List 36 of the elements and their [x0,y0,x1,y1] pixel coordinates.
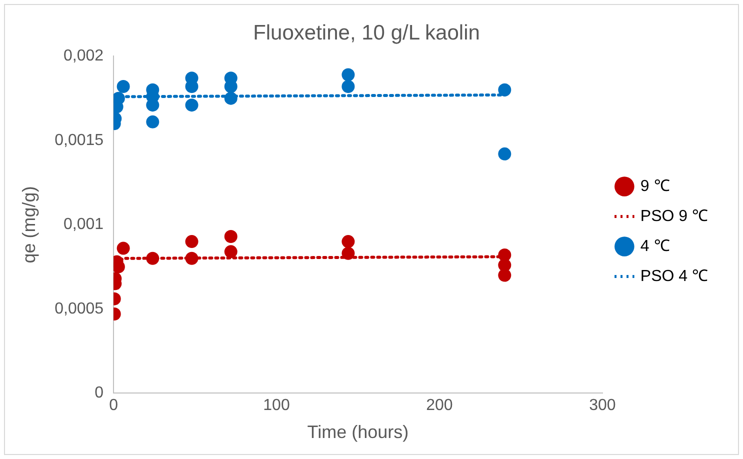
point [224,230,238,243]
point [146,98,160,112]
y-tick-label: 0,0005 [54,300,104,318]
y-tick-label: 0,001 [63,216,104,234]
x-tick-label: 100 [263,397,290,414]
point [224,245,238,258]
point [342,246,355,260]
y-tick-label: 0,0015 [54,132,104,149]
chart-title: Fluoxetine, 10 g/L kaolin [253,21,480,44]
point [224,92,238,105]
point [185,80,198,94]
point [146,252,160,265]
point [498,83,512,96]
x-tick-label: 300 [589,397,616,414]
x-axis-title: Time (hours) [307,422,409,442]
point [342,80,355,94]
point [116,80,130,94]
point [498,268,512,282]
point [146,115,160,128]
legend-label: 4 ℃ [640,238,670,255]
x-tick-label: 200 [426,397,453,414]
point [185,252,198,265]
y-tick-label: 0,002 [63,48,104,65]
point [342,68,355,82]
y-axis-title: qe (mg/g) [18,186,39,264]
point [185,235,198,248]
point [342,235,355,248]
legend-label: 9 ℃ [640,178,670,195]
point [185,98,198,112]
x-tick-label: 0 [109,397,118,414]
point [116,242,130,255]
legend-label: PSO 4 ℃ [640,268,708,285]
point [224,80,238,94]
point [498,147,512,160]
legend-label: PSO 9 ℃ [640,208,708,225]
y-tick-label: 0 [94,384,104,402]
